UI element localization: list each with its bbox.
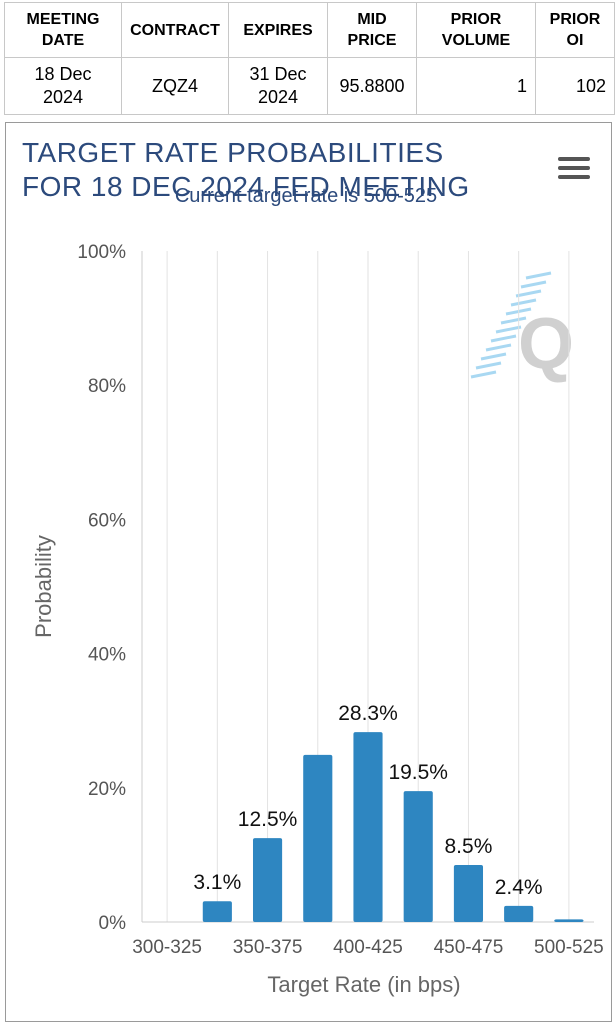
- x-tick-label: 350-375: [233, 937, 303, 958]
- bar-400-425: [353, 732, 383, 922]
- hamburger-menu-icon[interactable]: [558, 157, 590, 179]
- table-header-row: MEETING DATE CONTRACT EXPIRES MID PRICE PR…: [4, 2, 615, 58]
- cell-prior-volume: 1: [416, 57, 536, 115]
- probability-chart: Q 0% 20% 40% 60% 80% 100% 3.1% 12.5% 28.3% 19.5% 8.…: [31, 242, 604, 997]
- cell-contract: ZQZ4: [121, 57, 229, 115]
- x-axis-title: Target Rate (in bps): [267, 972, 460, 997]
- data-label: 8.5%: [445, 835, 493, 858]
- chart-subtitle: Current target rate is 500-525: [174, 185, 438, 207]
- cell-mid-price: 95.8800: [327, 57, 417, 115]
- contract-table: MEETING DATE CONTRACT EXPIRES MID PRICE PR…: [4, 2, 615, 115]
- header-prior-volume: PRIOR VOLUME: [416, 2, 536, 58]
- data-label: 19.5%: [388, 761, 448, 784]
- bar-500-525: [554, 919, 584, 922]
- y-tick-label: 60%: [88, 510, 126, 531]
- y-tick-label: 40%: [88, 645, 126, 666]
- table-row: 18 Dec 2024 ZQZ4 31 Dec 2024 95.8800 1 102: [4, 57, 615, 115]
- header-contract: CONTRACT: [121, 2, 229, 58]
- y-tick-label: 20%: [88, 779, 126, 800]
- bar-450-475: [453, 864, 484, 922]
- y-axis-title: Probability: [31, 535, 56, 638]
- cell-expires: 31 Dec 2024: [228, 57, 328, 115]
- data-label: 3.1%: [193, 871, 241, 894]
- y-tick-label: 0%: [99, 913, 127, 934]
- cell-prior-oi: 102: [535, 57, 615, 115]
- cell-meeting-date: 18 Dec 2024: [4, 57, 122, 115]
- bar-475-500: [504, 905, 534, 922]
- header-prior-oi: PRIOR OI: [535, 2, 615, 58]
- y-tick-label: 80%: [88, 376, 126, 397]
- data-label: 12.5%: [238, 808, 298, 831]
- bar-350-375: [252, 838, 283, 922]
- chart-title-line-2: FOR 18 DEC 2024 FED MEETING: [22, 171, 470, 202]
- data-label: 28.3%: [338, 702, 398, 725]
- bar-375-400: [303, 754, 333, 922]
- bar-425-450: [403, 791, 433, 922]
- y-tick-label: 100%: [77, 242, 126, 263]
- chart-container: Q 0% 20% 40% 60% 80% 100% 3.1% 12.5% 28.3% 19.5% 8.…: [5, 122, 612, 1022]
- data-label: 2.4%: [495, 876, 543, 899]
- chart-title-line-1: TARGET RATE PROBABILITIES: [22, 137, 444, 168]
- x-tick-label: 450-475: [434, 937, 504, 958]
- x-tick-label: 500-525: [534, 937, 604, 958]
- x-tick-label: 400-425: [333, 937, 403, 958]
- header-meeting-date: MEETING DATE: [4, 2, 122, 58]
- watermark-q: Q: [518, 304, 574, 384]
- header-expires: EXPIRES: [228, 2, 328, 58]
- x-tick-label: 300-325: [132, 937, 202, 958]
- header-mid-price: MID PRICE: [327, 2, 417, 58]
- bar-325-350: [202, 901, 232, 922]
